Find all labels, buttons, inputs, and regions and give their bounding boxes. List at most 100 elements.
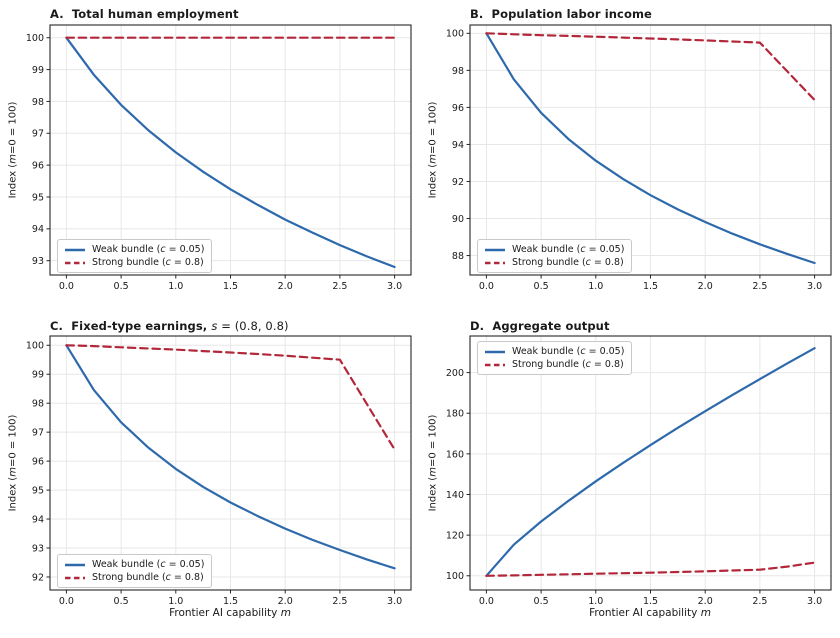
panel-a-plot-area: 0.0 0.5 1.0 1.5 2.0 2.5 3.0 93 94 95 96 97 98 99 100 (26, 24, 412, 292)
x-tick-label: 1.5 (643, 596, 658, 607)
strong-bundle-line (65, 344, 396, 451)
y-tick-label: 99 (32, 65, 44, 76)
y-tick-label: 92 (452, 177, 464, 188)
x-tick-label: 2.5 (332, 281, 347, 292)
y-tick-label: 140 (446, 490, 464, 501)
panel-c-plot-area: 0.0 0.5 1.0 1.5 2.0 2.5 3.0 92 93 94 95 96 97 98 99 100 (26, 335, 412, 607)
y-tick-label: 97 (32, 129, 44, 140)
y-tick-label: 200 (446, 368, 464, 379)
y-tick-label: 96 (452, 103, 464, 114)
legend-label-strong: Strong bundle (c = 0.8) (92, 572, 204, 583)
legend-item-weak-bundle: Weak bundle (c = 0.05) (484, 345, 624, 358)
y-tick-label: 100 (26, 341, 44, 352)
x-tick-label: 3.0 (387, 596, 402, 607)
strong-bundle-line-sample-icon (485, 261, 505, 264)
x-tick-label: 2.0 (278, 281, 293, 292)
panel-b-title: B. Population labor income (470, 7, 652, 21)
weak-bundle-line (65, 344, 396, 570)
y-tick-label: 120 (446, 531, 464, 542)
legend-label-strong: Strong bundle (c = 0.8) (512, 257, 624, 268)
y-tick-label: 100 (26, 33, 44, 44)
legend-label-weak: Weak bundle (c = 0.05) (92, 244, 205, 255)
weak-bundle-line (485, 347, 816, 577)
y-tick-label: 100 (446, 29, 464, 40)
x-tick-label: 2.0 (698, 281, 713, 292)
panel-d-plot-area: 0.0 0.5 1.0 1.5 2.0 2.5 3.0 100 120 140 160 180 200 (446, 335, 832, 607)
axes-spines (49, 24, 412, 276)
y-tick-label: 98 (32, 97, 44, 108)
y-tick-label: 93 (32, 256, 44, 267)
x-tick-label: 3.0 (807, 281, 822, 292)
x-tick-label: 1.0 (588, 596, 603, 607)
y-tick-label: 92 (32, 572, 44, 583)
legend-item-strong-bundle: Strong bundle (c = 0.8) (484, 256, 624, 269)
legend-label-weak: Weak bundle (c = 0.05) (92, 559, 205, 570)
axes-spines (49, 335, 412, 591)
weak-bundle-line (485, 32, 816, 265)
legend-item-weak-bundle: Weak bundle (c = 0.05) (484, 243, 624, 256)
x-tick-label: 0.5 (534, 281, 549, 292)
y-tick-label: 95 (32, 485, 44, 496)
y-tick-label: 94 (452, 140, 464, 151)
panel-c-fixed-type-earnings: C. Fixed-type earnings, s = (0.8, 0.8) I… (0, 319, 420, 638)
axes-spines (469, 24, 832, 276)
legend-label-strong: Strong bundle (c = 0.8) (512, 359, 624, 370)
y-tick-label: 98 (32, 399, 44, 410)
legend-item-strong-bundle: Strong bundle (c = 0.8) (64, 256, 204, 269)
x-tick-label: 1.5 (643, 281, 658, 292)
panel-c-legend: Weak bundle (c = 0.05) Strong bundle (c … (57, 554, 213, 588)
strong-bundle-line (485, 561, 816, 577)
x-tick-label: 1.5 (223, 281, 238, 292)
strong-bundle-line-sample-icon (65, 261, 85, 264)
y-tick-label: 90 (452, 214, 464, 225)
legend-label-strong: Strong bundle (c = 0.8) (92, 257, 204, 268)
x-tick-label: 1.0 (168, 281, 183, 292)
panel-a-title: A. Total human employment (50, 7, 239, 21)
x-tick-label: 0.0 (59, 281, 74, 292)
x-tick-label: 0.0 (479, 596, 494, 607)
legend-item-strong-bundle: Strong bundle (c = 0.8) (484, 358, 624, 371)
panel-b-population-labor-income: B. Population labor income Index (m=0 = … (420, 0, 840, 319)
x-tick-label: 1.5 (223, 596, 238, 607)
y-tick-label: 94 (32, 224, 44, 235)
legend-item-strong-bundle: Strong bundle (c = 0.8) (64, 571, 204, 584)
legend-item-weak-bundle: Weak bundle (c = 0.05) (64, 558, 204, 571)
panel-a-legend: Weak bundle (c = 0.05) Strong bundle (c … (57, 239, 213, 273)
x-tick-label: 0.5 (534, 596, 549, 607)
panel-c-x-axis-label: Frontier AI capability m (169, 607, 291, 619)
y-tick-label: 180 (446, 409, 464, 420)
panel-b-legend: Weak bundle (c = 0.05) Strong bundle (c … (477, 239, 633, 273)
y-tick-label: 97 (32, 428, 44, 439)
y-tick-label: 160 (446, 449, 464, 460)
x-tick-label: 2.5 (752, 596, 767, 607)
panel-d-x-axis-label: Frontier AI capability m (589, 607, 711, 619)
x-tick-label: 0.5 (114, 596, 129, 607)
x-tick-label: 1.0 (168, 596, 183, 607)
weak-bundle-line-sample-icon (485, 350, 505, 353)
y-tick-label: 88 (452, 251, 464, 262)
panel-d-title: D. Aggregate output (470, 319, 610, 333)
x-tick-label: 3.0 (807, 596, 822, 607)
axes-spines (469, 335, 832, 591)
weak-bundle-line-sample-icon (65, 248, 85, 251)
x-tick-label: 2.5 (752, 281, 767, 292)
y-tick-label: 98 (452, 66, 464, 77)
strong-bundle-line-sample-icon (485, 363, 505, 366)
y-tick-label: 96 (32, 457, 44, 468)
panel-d-legend: Weak bundle (c = 0.05) Strong bundle (c … (477, 341, 633, 375)
x-tick-label: 2.0 (278, 596, 293, 607)
y-tick-label: 100 (446, 571, 464, 582)
strong-bundle-line-sample-icon (65, 576, 85, 579)
panel-c-title: C. Fixed-type earnings, s = (0.8, 0.8) (50, 319, 289, 333)
y-tick-label: 93 (32, 543, 44, 554)
legend-item-weak-bundle: Weak bundle (c = 0.05) (64, 243, 204, 256)
weak-bundle-line (65, 36, 396, 269)
legend-label-weak: Weak bundle (c = 0.05) (512, 346, 625, 357)
x-tick-label: 0.5 (114, 281, 129, 292)
x-tick-label: 1.0 (588, 281, 603, 292)
x-tick-label: 3.0 (387, 281, 402, 292)
strong-bundle-line (485, 32, 816, 102)
x-tick-label: 2.0 (698, 596, 713, 607)
y-tick-label: 99 (32, 370, 44, 381)
